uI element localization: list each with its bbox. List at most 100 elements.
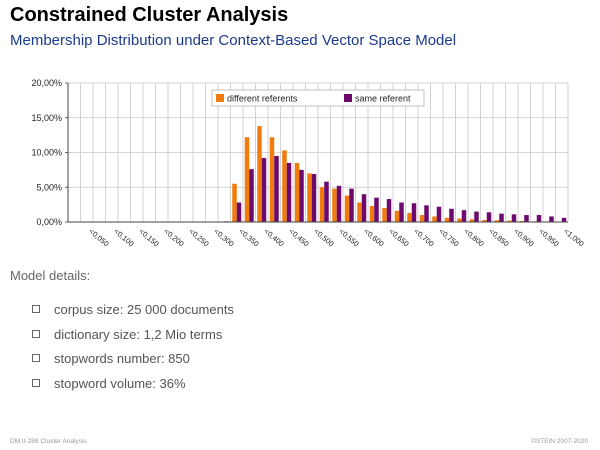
bar-same-referent: [286, 162, 292, 222]
bar-same-referent: [374, 197, 379, 222]
detail-item-text: dictionary size: 1,2 Mio terms: [54, 326, 223, 342]
x-tick-label: <0,400: [262, 227, 286, 249]
x-tick-label: <0,850: [487, 227, 511, 249]
bar-same-referent: [561, 217, 567, 222]
model-details-heading: Model details:: [10, 268, 91, 283]
bar-different-referents: [257, 126, 262, 222]
bar-different-referents: [519, 220, 525, 222]
x-tick-label: <0,600: [362, 227, 386, 249]
bar-same-referent: [386, 199, 392, 222]
bar-different-referents: [494, 220, 500, 222]
detail-item-text: stopword volume: 36%: [54, 375, 186, 391]
bar-same-referent: [349, 188, 354, 222]
x-tick-label: <0,750: [437, 227, 461, 249]
detail-item-dictionary-size: dictionary size: 1,2 Mio terms: [32, 327, 234, 352]
x-tick-label: <0,650: [387, 227, 411, 249]
bar-different-referents: [457, 218, 462, 222]
bar-different-referents: [232, 183, 237, 222]
bar-different-referents: [357, 202, 362, 222]
bar-different-referents: [394, 210, 400, 222]
bar-same-referent: [399, 202, 404, 222]
bar-different-referents: [419, 215, 425, 222]
footer-copyright: ©STEIN 2007-2020: [531, 438, 588, 445]
y-tick-label: 0,00%: [36, 217, 62, 227]
x-tick-label: <0,950: [537, 227, 561, 249]
x-tick-label: <0,200: [162, 227, 186, 249]
x-tick-label: <0,700: [412, 227, 436, 249]
x-tick-label: <0,450: [287, 227, 311, 249]
bar-same-referent: [424, 205, 429, 222]
checkbox-bullet-icon: [32, 378, 40, 387]
bar-different-referents: [332, 188, 337, 222]
footer-slide-id: DM:II-288 Cluster Analysis: [10, 438, 87, 445]
checkbox-bullet-icon: [32, 354, 40, 362]
bar-same-referent: [536, 215, 542, 222]
bar-different-referents: [482, 219, 487, 222]
bar-different-referents: [319, 187, 325, 222]
bar-same-referent: [486, 212, 492, 222]
x-tick-label: <0,250: [187, 227, 211, 249]
checkbox-bullet-icon: [32, 329, 40, 338]
y-tick-label: 5,00%: [36, 182, 62, 192]
legend-label: same referent: [355, 94, 411, 104]
bar-different-referents: [307, 173, 312, 222]
bar-different-referents: [344, 195, 350, 222]
x-tick-label: <0,150: [137, 227, 161, 249]
bar-same-referent: [549, 216, 554, 222]
bar-same-referent: [449, 208, 454, 222]
bar-different-referents: [444, 217, 450, 222]
bar-different-referents: [244, 137, 250, 222]
x-tick-label: <1,000: [562, 227, 586, 249]
bar-different-referents: [369, 206, 375, 222]
bar-different-referents: [294, 162, 300, 222]
bar-different-referents: [382, 208, 387, 222]
bar-different-referents: [269, 137, 275, 222]
bar-same-referent: [299, 169, 304, 222]
y-tick-label: 10,00%: [31, 148, 62, 158]
x-tick-label: <0,300: [212, 227, 236, 249]
bar-different-referents: [432, 216, 437, 222]
y-tick-label: 15,00%: [31, 113, 62, 123]
bar-same-referent: [499, 213, 504, 222]
y-tick-label: 20,00%: [31, 78, 62, 88]
slide-subtitle: Membership Distribution under Context-Ba…: [10, 32, 457, 49]
bar-same-referent: [261, 158, 267, 222]
x-tick-label: <0,550: [337, 227, 361, 249]
legend-swatch: [344, 94, 352, 102]
bar-different-referents: [407, 212, 412, 222]
bar-same-referent: [511, 214, 517, 222]
detail-item-stopwords-number: stopwords number: 850: [32, 351, 234, 376]
bar-same-referent: [461, 210, 467, 222]
bar-same-referent: [524, 215, 529, 222]
legend-label: different referents: [227, 94, 298, 104]
bar-different-referents: [507, 220, 512, 222]
bar-same-referent: [336, 185, 342, 222]
detail-item-corpus-size: corpus size: 25 000 documents: [32, 302, 234, 327]
bar-different-referents: [469, 219, 475, 222]
detail-item-text: corpus size: 25 000 documents: [54, 302, 234, 317]
x-tick-label: <0,050: [87, 227, 111, 249]
detail-item-stopword-volume: stopword volume: 36%: [32, 376, 234, 401]
x-tick-label: <0,100: [112, 227, 136, 249]
membership-distribution-chart: 0,00% 5,00% 10,00% 15,00% 20,00% <0,050 <0,100…: [31, 78, 586, 249]
bar-different-referents: [282, 150, 287, 222]
bar-same-referent: [411, 203, 417, 222]
bar-same-referent: [274, 155, 279, 222]
bar-same-referent: [311, 174, 317, 222]
bar-same-referent: [249, 169, 254, 222]
bar-same-referent: [474, 211, 479, 222]
x-tick-label: <0,350: [237, 227, 261, 249]
bar-same-referent: [361, 194, 367, 222]
legend-swatch: [216, 94, 224, 102]
x-tick-label: <0,800: [462, 227, 486, 249]
checkbox-bullet-icon: [32, 305, 40, 313]
detail-item-text: stopwords number: 850: [54, 351, 190, 366]
bar-same-referent: [236, 202, 242, 222]
bar-same-referent: [436, 206, 442, 222]
x-tick-label: <0,500: [312, 227, 336, 249]
legend-box: [211, 89, 425, 107]
slide-title: Constrained Cluster Analysis: [10, 4, 289, 26]
x-tick-label: <0,900: [512, 227, 536, 249]
model-details-list: corpus size: 25 000 documents dictionary…: [32, 302, 234, 400]
bar-same-referent: [324, 181, 329, 222]
